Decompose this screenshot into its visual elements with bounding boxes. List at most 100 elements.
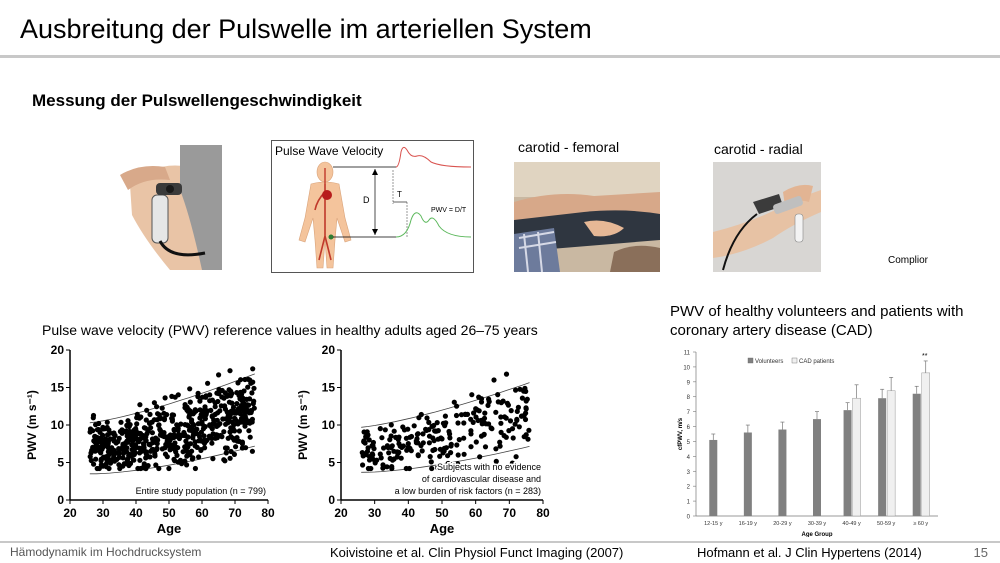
scatter-point <box>408 433 415 440</box>
scatter-point <box>162 445 168 451</box>
scatter-point <box>418 411 424 418</box>
scatter-point <box>157 416 163 422</box>
x-tick-label: 12-15 y <box>704 521 723 527</box>
scatter-point <box>455 420 461 426</box>
scatter-point <box>429 465 435 472</box>
scatter-point <box>138 465 144 472</box>
scatter-point <box>184 462 190 468</box>
scatter-point <box>157 426 163 432</box>
scatter-point <box>232 415 238 421</box>
scatter-point <box>137 402 143 408</box>
scatter-point <box>510 435 516 441</box>
scatter-point <box>396 449 402 455</box>
scatter-point <box>214 423 220 429</box>
scatter-point <box>493 446 499 452</box>
slide-title: Ausbreitung der Pulswelle im arteriellen… <box>20 14 592 44</box>
scatter-point <box>523 410 529 416</box>
scatter-point <box>415 452 421 458</box>
scatter-point <box>192 407 198 413</box>
scatter-point <box>461 435 467 441</box>
bar <box>743 432 752 516</box>
x-axis-label: Age Group <box>802 532 833 537</box>
chart-annotation: Entire study population (n = 799) <box>136 486 266 496</box>
scatter-point <box>478 396 485 402</box>
scatter-point <box>175 445 181 451</box>
upper-reference-curve <box>361 382 530 428</box>
scatter-point <box>250 401 256 407</box>
scatter-point <box>387 437 393 443</box>
bar <box>778 429 787 516</box>
x-tick-label: 70 <box>503 506 517 520</box>
scatter-point <box>212 404 218 410</box>
scatter-point <box>380 462 386 468</box>
scatter-point <box>426 427 432 433</box>
scatter-point <box>222 390 228 396</box>
scatter-point <box>194 431 200 437</box>
scatter-point <box>197 398 203 404</box>
scatter-point <box>121 461 127 467</box>
scatter-point <box>463 411 469 417</box>
scatter-point <box>363 452 369 458</box>
scatter-point <box>443 420 449 426</box>
slide-subtitle: Messung der Pulswellengeschwindigkeit <box>32 91 362 110</box>
y-tick-label: 15 <box>51 381 65 395</box>
lower-reference-curve <box>361 446 530 473</box>
scatter-point <box>214 390 220 396</box>
scatter-point <box>251 385 257 391</box>
scatter-point <box>502 414 508 420</box>
scatter-point <box>456 437 462 443</box>
scatter-point <box>508 408 514 414</box>
scatter-point <box>398 455 404 461</box>
scatter-point <box>207 398 213 404</box>
scatter-point <box>419 448 425 454</box>
scatter-point <box>361 439 367 445</box>
scatter-point <box>182 444 188 450</box>
scatter-point <box>125 439 131 445</box>
scatter-point <box>249 390 255 396</box>
legend-label: CAD patients <box>799 359 834 365</box>
legend-label: Volunteers <box>755 359 783 365</box>
scatter-point <box>195 394 201 400</box>
scatter-point <box>461 451 467 457</box>
upper-reference-curve <box>89 373 255 424</box>
scatter-point <box>230 435 236 441</box>
scatter-point <box>370 452 376 458</box>
scatter-point <box>214 417 220 423</box>
page-number: 15 <box>973 545 988 560</box>
x-tick-label: 60 <box>195 506 209 520</box>
scatter-point <box>178 421 184 427</box>
time-label: T <box>397 190 402 199</box>
scatter-point <box>131 444 137 450</box>
scatter-point <box>234 401 240 407</box>
x-tick-label: 20 <box>63 506 77 520</box>
scatter-point <box>413 440 419 446</box>
scatter-point <box>139 448 146 454</box>
x-tick-label: 60 <box>469 506 483 520</box>
x-tick-label: 40 <box>129 506 143 520</box>
scatter-point <box>411 423 417 429</box>
scatter-point <box>381 445 387 451</box>
scatter-point <box>468 416 474 422</box>
x-tick-label: 16-19 y <box>739 521 758 527</box>
x-tick-label: 80 <box>261 506 275 520</box>
pwv-diagram-title: Pulse Wave Velocity <box>275 144 383 158</box>
scatter-point <box>198 447 204 453</box>
scatter-point <box>178 432 184 439</box>
scatter-point <box>140 433 146 439</box>
y-tick-label: 5 <box>328 456 335 470</box>
scatter-point <box>235 421 241 427</box>
scatter-point <box>88 457 94 464</box>
scatter-point <box>403 435 409 441</box>
x-tick-label: 40 <box>402 506 416 520</box>
scatter-point <box>124 445 130 451</box>
scatter-point <box>516 424 522 430</box>
x-tick-label: 30 <box>96 506 110 520</box>
scatter-point <box>192 465 198 472</box>
scatter-point <box>245 384 251 390</box>
scatter-point <box>214 432 220 438</box>
scatter-point <box>391 428 397 434</box>
scatter-point <box>172 458 178 464</box>
scatter-point <box>469 392 475 398</box>
scatter-point <box>169 442 175 448</box>
scatter-chart-all: 0 5 10 15 20 20 30 40 50 60 70 80 Age PWV (m s⁻¹) Enti… <box>22 340 284 540</box>
